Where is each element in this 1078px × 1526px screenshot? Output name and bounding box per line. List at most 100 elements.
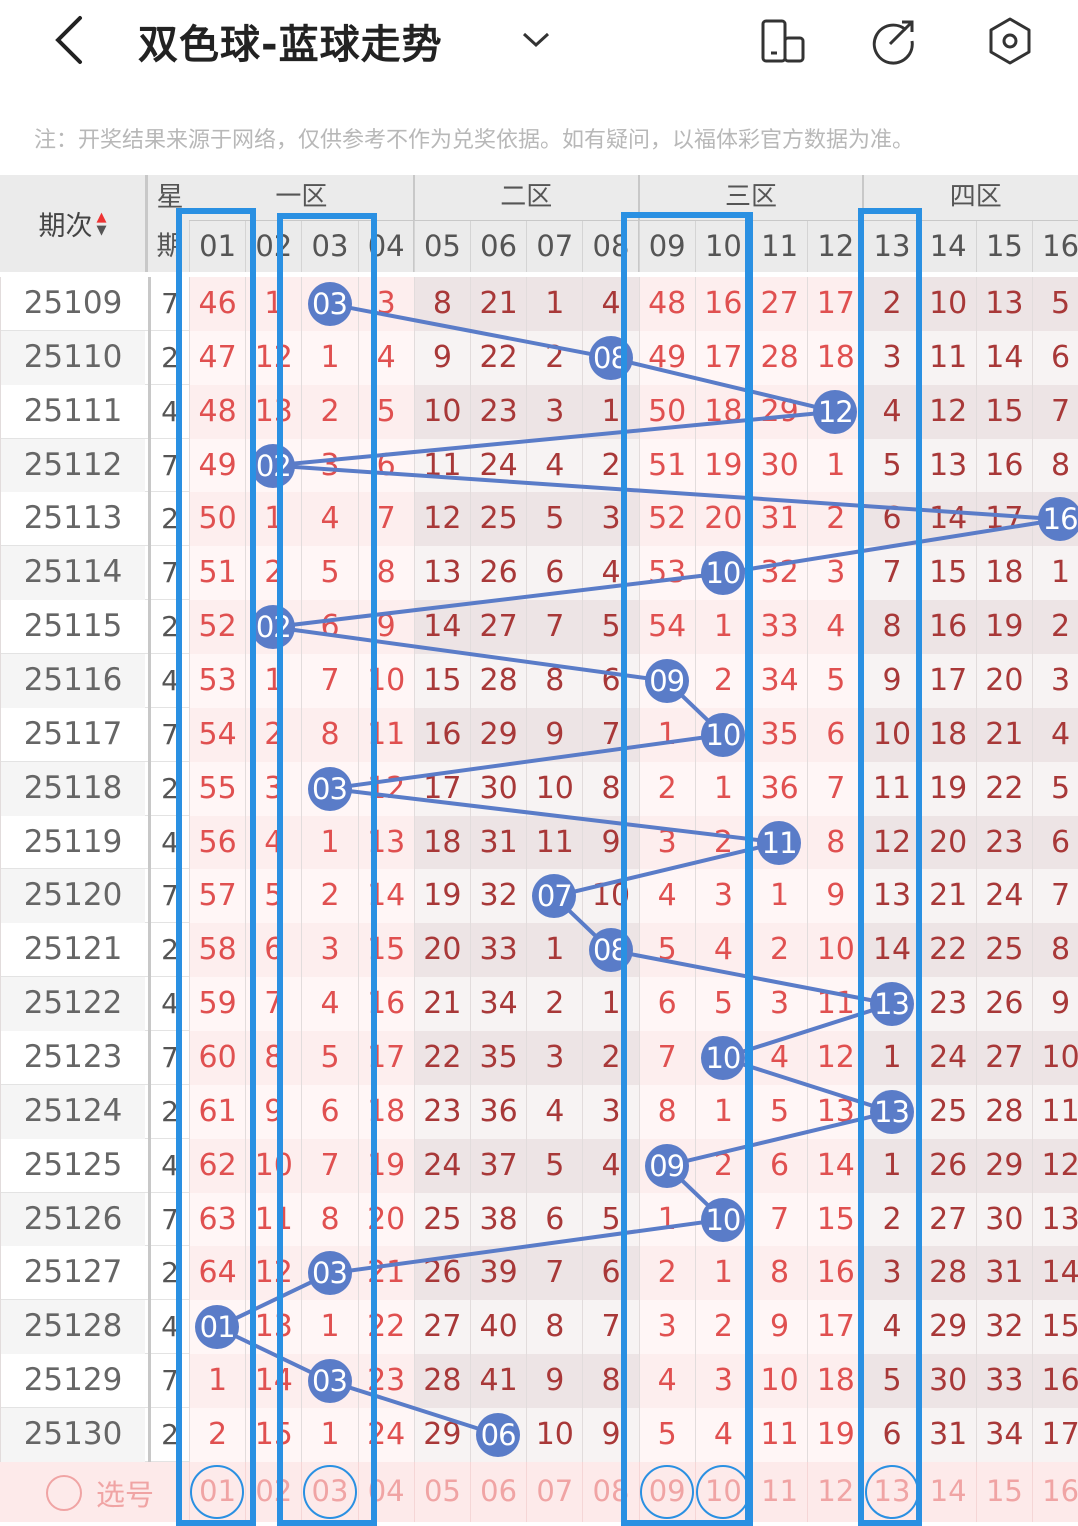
period-cell: 25120 — [0, 869, 145, 924]
miss-count-cell: 6 — [526, 1192, 583, 1247]
period-cell: 25112 — [0, 438, 145, 493]
miss-count-cell: 6 — [751, 1138, 808, 1193]
miss-count-cell: 5 — [526, 492, 583, 547]
miss-count-cell: 17 — [807, 1300, 864, 1355]
select-number-02[interactable]: 02 — [245, 1462, 301, 1522]
miss-count-cell: 10 — [413, 384, 470, 439]
column-header-06: 06 — [470, 221, 526, 272]
select-number-07[interactable]: 07 — [526, 1462, 582, 1522]
miss-count-cell: 4 — [807, 600, 864, 655]
column-header-10: 10 — [694, 221, 751, 272]
select-number-15[interactable]: 15 — [975, 1462, 1032, 1522]
hit-ball: 10 — [700, 1197, 745, 1242]
period-cell: 25128 — [0, 1300, 145, 1355]
miss-count-cell: 12 — [413, 492, 470, 547]
miss-count-cell: 12 — [807, 1031, 864, 1085]
miss-count-cell: 23 — [975, 815, 1032, 870]
share-icon[interactable] — [868, 16, 918, 66]
weekday-cell: 7 — [148, 277, 189, 331]
miss-count-cell: 6 — [526, 546, 583, 601]
period-cell: 25125 — [0, 1138, 145, 1193]
weekday-cell: 2 — [148, 761, 189, 816]
miss-count-cell: 2 — [807, 492, 864, 547]
highlight-box — [277, 213, 377, 1526]
miss-count-cell: 8 — [751, 1246, 808, 1301]
weekday-cell: 2 — [148, 1084, 189, 1139]
miss-count-cell: 2 — [526, 330, 583, 385]
column-header-16: 16 — [1032, 221, 1078, 272]
select-number-14[interactable]: 14 — [919, 1462, 976, 1522]
miss-count-cell: 7 — [1032, 869, 1078, 924]
miss-count-cell: 20 — [975, 654, 1032, 708]
select-number-16[interactable]: 16 — [1032, 1462, 1078, 1522]
miss-count-cell: 29 — [470, 707, 527, 762]
miss-count-cell: 18 — [919, 707, 976, 762]
miss-count-cell: 24 — [975, 869, 1032, 924]
miss-count-cell: 31 — [919, 1408, 976, 1462]
period-cell: 25113 — [0, 492, 145, 547]
settings-icon[interactable] — [985, 16, 1035, 66]
miss-count-cell: 13 — [1032, 1192, 1078, 1247]
miss-count-cell: 2 — [1032, 600, 1078, 655]
select-number-06[interactable]: 06 — [470, 1462, 526, 1522]
miss-count-cell: 34 — [975, 1408, 1032, 1462]
miss-count-cell: 6 — [1032, 330, 1078, 385]
period-cell: 25114 — [0, 546, 145, 601]
miss-count-cell: 6 — [807, 707, 864, 762]
back-icon[interactable] — [50, 14, 90, 66]
miss-count-cell: 13 — [919, 438, 976, 493]
miss-count-cell: 5 — [807, 654, 864, 708]
miss-count-cell: 5 — [1032, 277, 1078, 331]
period-header-sort[interactable]: 期次 ▲ ▼ — [0, 175, 145, 272]
period-cell: 25127 — [0, 1246, 145, 1301]
miss-count-cell: 7 — [751, 1192, 808, 1247]
hit-ball: 13 — [869, 1089, 914, 1134]
miss-count-cell: 38 — [470, 1192, 527, 1247]
selection-circle — [695, 1465, 750, 1519]
chevron-down-icon[interactable] — [520, 24, 552, 54]
weekday-cell: 2 — [148, 492, 189, 547]
column-header-02: 02 — [245, 221, 301, 272]
miss-count-cell: 32 — [975, 1300, 1032, 1355]
miss-count-cell: 17 — [919, 654, 976, 708]
period-cell: 25110 — [0, 330, 145, 385]
miss-count-cell: 19 — [919, 761, 976, 816]
select-number-05[interactable]: 05 — [413, 1462, 470, 1522]
miss-count-cell: 28 — [470, 654, 527, 708]
miss-count-cell: 23 — [470, 384, 527, 439]
select-toggle[interactable]: 选号 — [46, 1472, 154, 1514]
miss-count-cell: 15 — [413, 654, 470, 708]
miss-count-cell: 21 — [470, 277, 527, 331]
miss-count-cell: 25 — [975, 923, 1032, 978]
miss-count-cell: 3 — [526, 384, 583, 439]
period-cell: 25123 — [0, 1031, 145, 1085]
disclaimer-note: 注：开奖结果来源于网络，仅供参考不作为兑奖依据。如有疑问，以福体彩官方数据为准。 — [34, 128, 915, 153]
weekday-cell: 4 — [148, 1138, 189, 1193]
select-number-12[interactable]: 12 — [807, 1462, 863, 1522]
miss-count-cell: 22 — [413, 1031, 470, 1085]
miss-count-cell: 5 — [751, 1084, 808, 1139]
miss-count-cell: 1 — [526, 923, 583, 978]
miss-count-cell: 7 — [526, 1246, 583, 1301]
layout-icon[interactable] — [758, 16, 808, 66]
miss-count-cell: 29 — [751, 384, 808, 439]
selection-circle — [864, 1465, 919, 1519]
miss-count-cell: 8 — [1032, 923, 1078, 978]
miss-count-cell: 8 — [1032, 438, 1078, 493]
highlight-box — [621, 212, 751, 1526]
miss-count-cell: 15 — [807, 1192, 864, 1247]
miss-count-cell: 17 — [413, 761, 470, 816]
hit-ball: 01 — [195, 1305, 240, 1350]
miss-count-cell: 33 — [751, 600, 808, 655]
miss-count-cell: 18 — [807, 330, 864, 385]
select-number-11[interactable]: 11 — [751, 1462, 807, 1522]
miss-count-cell: 18 — [975, 546, 1032, 601]
miss-count-cell: 14 — [1032, 1246, 1078, 1301]
highlight-divider — [747, 212, 753, 1526]
miss-count-cell: 9 — [526, 707, 583, 762]
miss-count-cell: 39 — [470, 1246, 527, 1301]
miss-count-cell: 24 — [470, 438, 527, 493]
zone-header: 四区 — [949, 182, 1002, 212]
divider — [863, 220, 1078, 221]
miss-count-cell: 1 — [526, 277, 583, 331]
